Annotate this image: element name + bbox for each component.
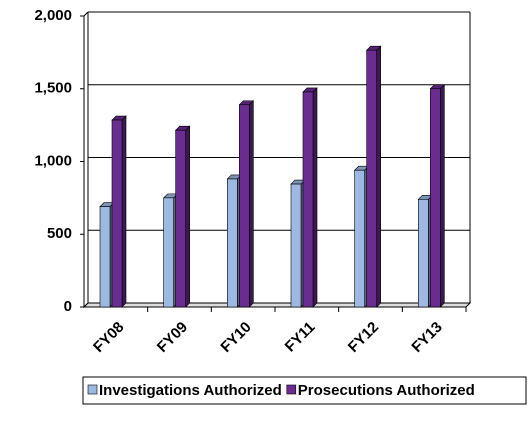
bar: [418, 199, 429, 308]
bar: [163, 197, 174, 308]
bar: [302, 91, 314, 308]
bar: [239, 104, 250, 308]
bar: [366, 49, 377, 308]
bar-side: [121, 115, 127, 308]
bar-side: [376, 45, 381, 308]
bar-side: [249, 100, 254, 308]
bar-side: [312, 87, 318, 308]
legend-box: [82, 376, 527, 405]
bar-side: [185, 125, 190, 308]
y-tick-label: 1,500: [34, 80, 72, 97]
legend-swatch: [286, 384, 297, 395]
legend-label: Investigations Authorized: [99, 382, 282, 399]
legend-label: Prosecutions Authorized: [298, 382, 475, 399]
bar: [99, 206, 111, 308]
y-tick-label: 0: [64, 298, 72, 315]
bar: [111, 119, 123, 308]
bar: [227, 178, 238, 308]
bar: [430, 88, 441, 308]
bar: [290, 183, 302, 308]
y-tick-label: 500: [47, 225, 72, 242]
bar: [354, 169, 365, 308]
floor: [82, 302, 472, 308]
legend-swatch: [87, 384, 98, 395]
bar: [175, 129, 186, 308]
bar-side: [440, 84, 445, 308]
y-tick-label: 1,000: [34, 152, 72, 169]
y-tick-label: 2,000: [34, 7, 72, 24]
